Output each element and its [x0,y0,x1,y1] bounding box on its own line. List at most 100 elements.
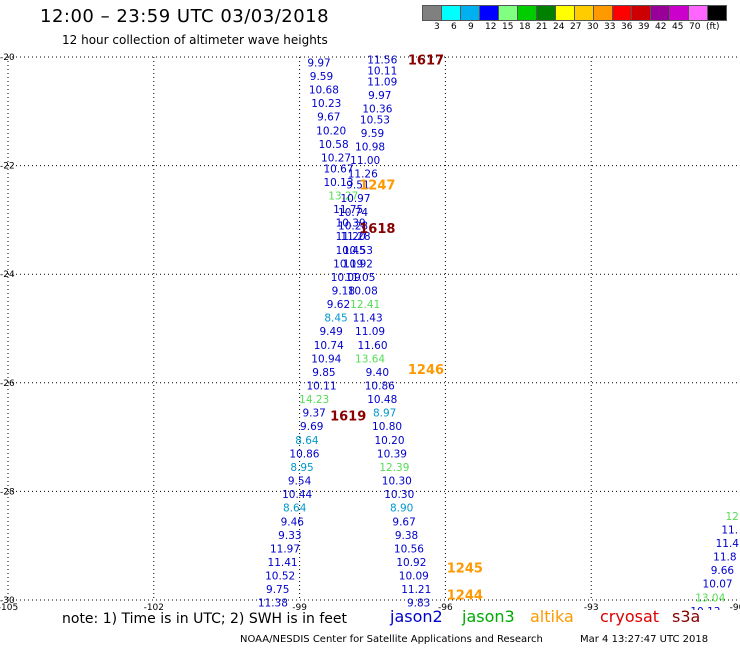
wave-height-value: 10.39 [377,448,407,460]
wave-height-value: 11.38 [258,598,288,610]
wave-height-value: 10.20 [374,435,404,447]
wave-height-value: 11.60 [357,340,387,352]
wave-height-value: 10.09 [399,571,429,583]
pass-time-label: 1618 [359,222,395,237]
wave-height-value: 11.75 [333,204,363,216]
wave-height-value: 10.30 [382,476,412,488]
wave-height-value: 11.09 [367,76,397,88]
wave-height-value: 10.53 [360,114,390,126]
color-scale-label: 33 [604,22,616,32]
wave-height-value: 9.66 [711,565,735,577]
wave-height-value: 10.92 [396,557,426,569]
wave-height-value: 10.27 [321,152,351,164]
wave-height-value: 11.4 [716,538,740,550]
wave-height-value: 14.23 [299,394,329,406]
wave-height-value: 10.98 [355,142,385,154]
color-swatch [707,5,727,21]
wave-height-value: 11.09 [355,326,385,338]
wave-height-value: 10.13 [323,177,353,189]
pass-time-label: 1619 [330,409,366,424]
wave-height-value: 9.51 [346,180,369,192]
color-scale-label: 70 [689,22,701,32]
wave-height-value: 10.68 [309,85,339,97]
wave-height-value: 10.44 [282,489,312,501]
lon-tick-label: -93 [584,603,599,610]
wave-height-value: 9.49 [319,326,342,338]
wave-height-value: 10.67 [323,163,353,175]
wave-height-value: 10.07 [703,579,733,591]
satellite-legend-jason2: jason2 [390,607,443,626]
wave-height-value: 9.18 [332,285,355,297]
wave-height-value: 11.97 [270,543,300,555]
wave-height-value: 9.54 [288,476,312,488]
satellite-legend-s3a: s3a [672,607,701,626]
color-scale-label: 6 [451,22,457,32]
wave-height-value: 12.41 [350,299,380,311]
lat-tick-label: -24 [0,270,15,280]
lat-tick-label: -22 [0,162,15,172]
pass-time-label: 1244 [447,589,483,604]
wave-height-value: 10.74 [314,340,344,352]
wave-height-value: 9.75 [266,584,289,596]
lat-tick-label: -30 [0,596,15,606]
credit-text: NOAA/NESDIS Center for Satellite Applica… [240,634,543,645]
wave-height-value: 10.52 [265,571,295,583]
color-scale-label: 42 [655,22,667,32]
wave-height-value: 10.13 [690,606,720,610]
wave-height-value: 10.86 [289,448,319,460]
wave-height-value: 11.28 [340,231,370,243]
color-scale-label: 30 [587,22,599,32]
wave-height-value: 9.67 [392,516,415,528]
wave-height-value: 9.38 [395,530,418,542]
lat-tick-label: -28 [0,487,15,497]
lat-tick-label: -26 [0,379,15,389]
wave-height-value: 11.05 [345,272,375,284]
wave-height-value: 10.58 [319,139,349,151]
satellite-legend-altika: altika [530,607,574,626]
color-scale-label: 45 [672,22,684,32]
color-scale-label: (ft) [706,22,720,32]
page-subtitle: 12 hour collection of altimeter wave hei… [62,33,328,47]
wave-height-value: 10.11 [306,381,336,393]
wave-height-value: 11.26 [348,169,378,181]
wave-height-value: 10.28 [338,220,368,232]
pass-time-label: 1246 [408,363,444,378]
wave-height-value: 9.97 [368,90,391,102]
color-scale-label: 39 [638,22,650,32]
wave-height-value: 13.04 [695,592,725,604]
wave-height-value: 11.20 [336,231,366,243]
wave-height-value: 10.08 [348,285,378,297]
color-scale-label: 3 [434,22,440,32]
wave-height-value: 10.48 [367,394,397,406]
wave-height-value: 9.83 [407,598,430,610]
color-scale-label: 18 [519,22,531,32]
wave-height-value: 10.97 [340,193,370,205]
wave-height-value: 12.39 [379,462,409,474]
color-scale-label: 9 [468,22,474,32]
pass-time-label: 1245 [447,561,483,576]
wave-height-value: 8.90 [390,503,413,515]
wave-height-value: 8.45 [324,313,347,325]
wave-height-map: -105 -102 -99 -96 -93 -90 -20 -22 -24 -26 -28 -30 9.… [0,53,740,610]
wave-height-value: 10.39 [336,218,366,230]
wave-height-value: 9.67 [317,112,340,124]
color-scale-label: 24 [553,22,565,32]
color-scale-label: 15 [502,22,514,32]
lon-tick-label: -102 [144,603,164,610]
wave-height-value: 10.53 [343,245,373,257]
wave-height-value: 10.09 [331,272,361,284]
wave-height-value: 10.11 [367,66,397,78]
wave-height-value: 10.36 [362,104,392,116]
wave-height-value: 9.46 [281,516,305,528]
wave-height-value: 11.8 [713,552,736,564]
lat-tick-label: -20 [0,53,15,63]
wave-height-value: 8.64 [283,503,307,515]
wave-height-value: 10.86 [365,381,395,393]
color-scale-label: 21 [536,22,548,32]
wave-height-value: 12 [725,511,738,523]
wave-height-value: 9.97 [307,57,330,69]
wave-height-value: 9.59 [361,128,384,140]
lon-tick-label: -99 [292,603,307,610]
wave-height-value: 10.80 [372,421,402,433]
credit-timestamp: Mar 4 13:27:47 UTC 2018 [580,634,709,645]
